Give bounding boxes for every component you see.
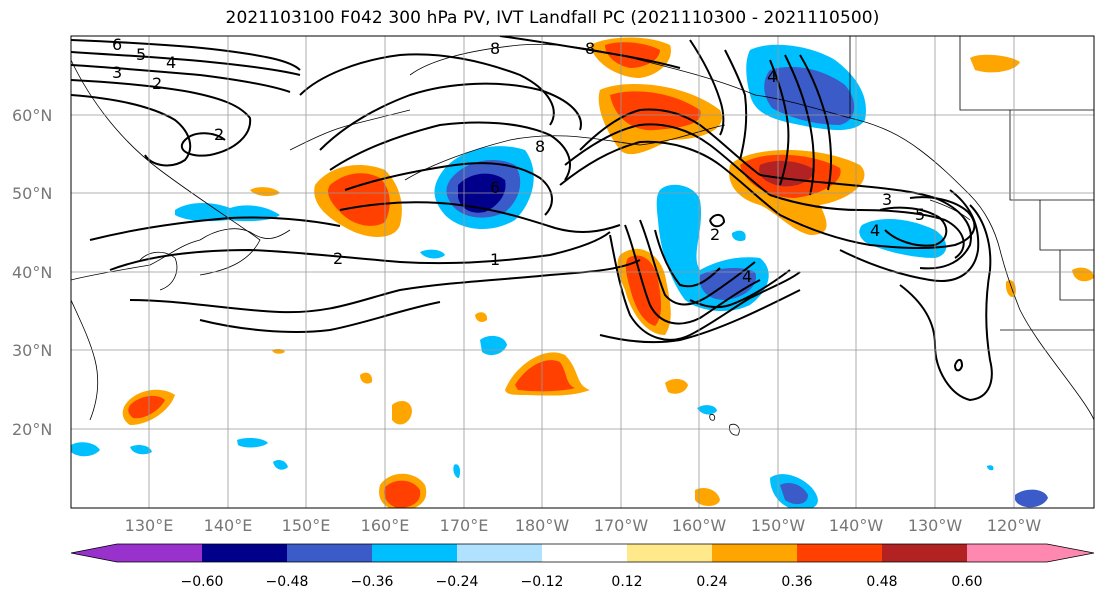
contour-label: 4 bbox=[870, 221, 880, 240]
colorbar-segment bbox=[627, 544, 712, 562]
lon-label: 170°E bbox=[440, 516, 489, 535]
lon-label: 140°W bbox=[829, 516, 884, 535]
lon-label: 160°W bbox=[672, 516, 727, 535]
contour-label: 5 bbox=[915, 205, 925, 224]
lon-label: 120°W bbox=[987, 516, 1042, 535]
contour-label: 2 bbox=[710, 225, 720, 244]
lon-label: 160°E bbox=[361, 516, 410, 535]
colorbar-tick-label: 0.60 bbox=[951, 574, 982, 590]
gridlines bbox=[71, 36, 1094, 508]
lon-label: 140°E bbox=[204, 516, 253, 535]
contour-label: 8 bbox=[585, 39, 595, 58]
colorbar-segment bbox=[882, 544, 967, 562]
colorbar-segment bbox=[287, 544, 372, 562]
lon-label: 150°E bbox=[282, 516, 331, 535]
lat-label: 60°N bbox=[12, 106, 52, 125]
longitude-labels: 130°E 140°E 150°E 160°E 170°E 180°W 170°… bbox=[125, 516, 1042, 535]
contour-label: 6 bbox=[112, 35, 122, 54]
contour-label: 2 bbox=[152, 74, 162, 93]
contour-label: 5 bbox=[136, 45, 146, 64]
contour-label: 2 bbox=[214, 125, 224, 144]
colorbar-tick-label: −0.36 bbox=[351, 574, 394, 590]
map-title: 2021103100 F042 300 hPa PV, IVT Landfall… bbox=[225, 8, 880, 28]
colorbar-segment bbox=[542, 544, 627, 562]
colorbar-segment bbox=[712, 544, 797, 562]
contour-label: 6 bbox=[490, 178, 500, 197]
lon-label: 180°W bbox=[515, 516, 570, 535]
lat-label: 40°N bbox=[12, 263, 52, 282]
coastlines bbox=[71, 36, 1094, 436]
colorbar-segment bbox=[967, 544, 1047, 562]
colorbar-segment bbox=[797, 544, 882, 562]
contour-label: 8 bbox=[490, 39, 500, 58]
contour-label: 4 bbox=[742, 267, 752, 286]
lon-label: 150°W bbox=[751, 516, 806, 535]
colorbar-segment bbox=[372, 544, 457, 562]
colorbar-segment bbox=[202, 544, 287, 562]
colorbar-arrow-right bbox=[1047, 544, 1094, 562]
contour-labels: 6 5 4 3 2 8 8 2 2 1 8 6 4 5 3 2 4 4 bbox=[112, 35, 925, 286]
contour-label: 1 bbox=[490, 250, 500, 269]
lon-label: 130°W bbox=[908, 516, 963, 535]
colorbar-tick-label: 0.24 bbox=[696, 574, 727, 590]
contour-label: 4 bbox=[166, 53, 176, 72]
contour-label: 4 bbox=[767, 67, 777, 86]
lat-label: 20°N bbox=[12, 420, 52, 439]
colorbar-tick-label: −0.60 bbox=[181, 574, 224, 590]
lat-label: 30°N bbox=[12, 341, 52, 360]
colorbar-arrow-left bbox=[71, 544, 117, 562]
colorbar-segment bbox=[457, 544, 542, 562]
colorbar-tick-label: 0.48 bbox=[866, 574, 897, 590]
contour-label: 8 bbox=[535, 137, 545, 156]
colorbar-tick-label: −0.12 bbox=[521, 574, 564, 590]
contour-label: 2 bbox=[333, 249, 343, 268]
colorbar-tick-label: 0.12 bbox=[611, 574, 642, 590]
colorbar-tick-label: −0.24 bbox=[436, 574, 479, 590]
colorbar-segment bbox=[117, 544, 202, 562]
lon-label: 130°E bbox=[125, 516, 174, 535]
contour-label: 3 bbox=[112, 63, 122, 82]
contour-label: 3 bbox=[882, 190, 892, 209]
colorbar-tick-label: −0.48 bbox=[266, 574, 309, 590]
colorbar: −0.60 −0.48 −0.36 −0.24 −0.12 0.12 0.24 … bbox=[70, 543, 1095, 590]
map-frame bbox=[70, 35, 1095, 509]
lon-label: 170°W bbox=[594, 516, 649, 535]
colorbar-tick-label: 0.36 bbox=[781, 574, 812, 590]
latitude-labels: 60°N 50°N 40°N 30°N 20°N bbox=[12, 106, 52, 439]
lat-label: 50°N bbox=[12, 184, 52, 203]
shaded-anomalies bbox=[71, 37, 1094, 508]
